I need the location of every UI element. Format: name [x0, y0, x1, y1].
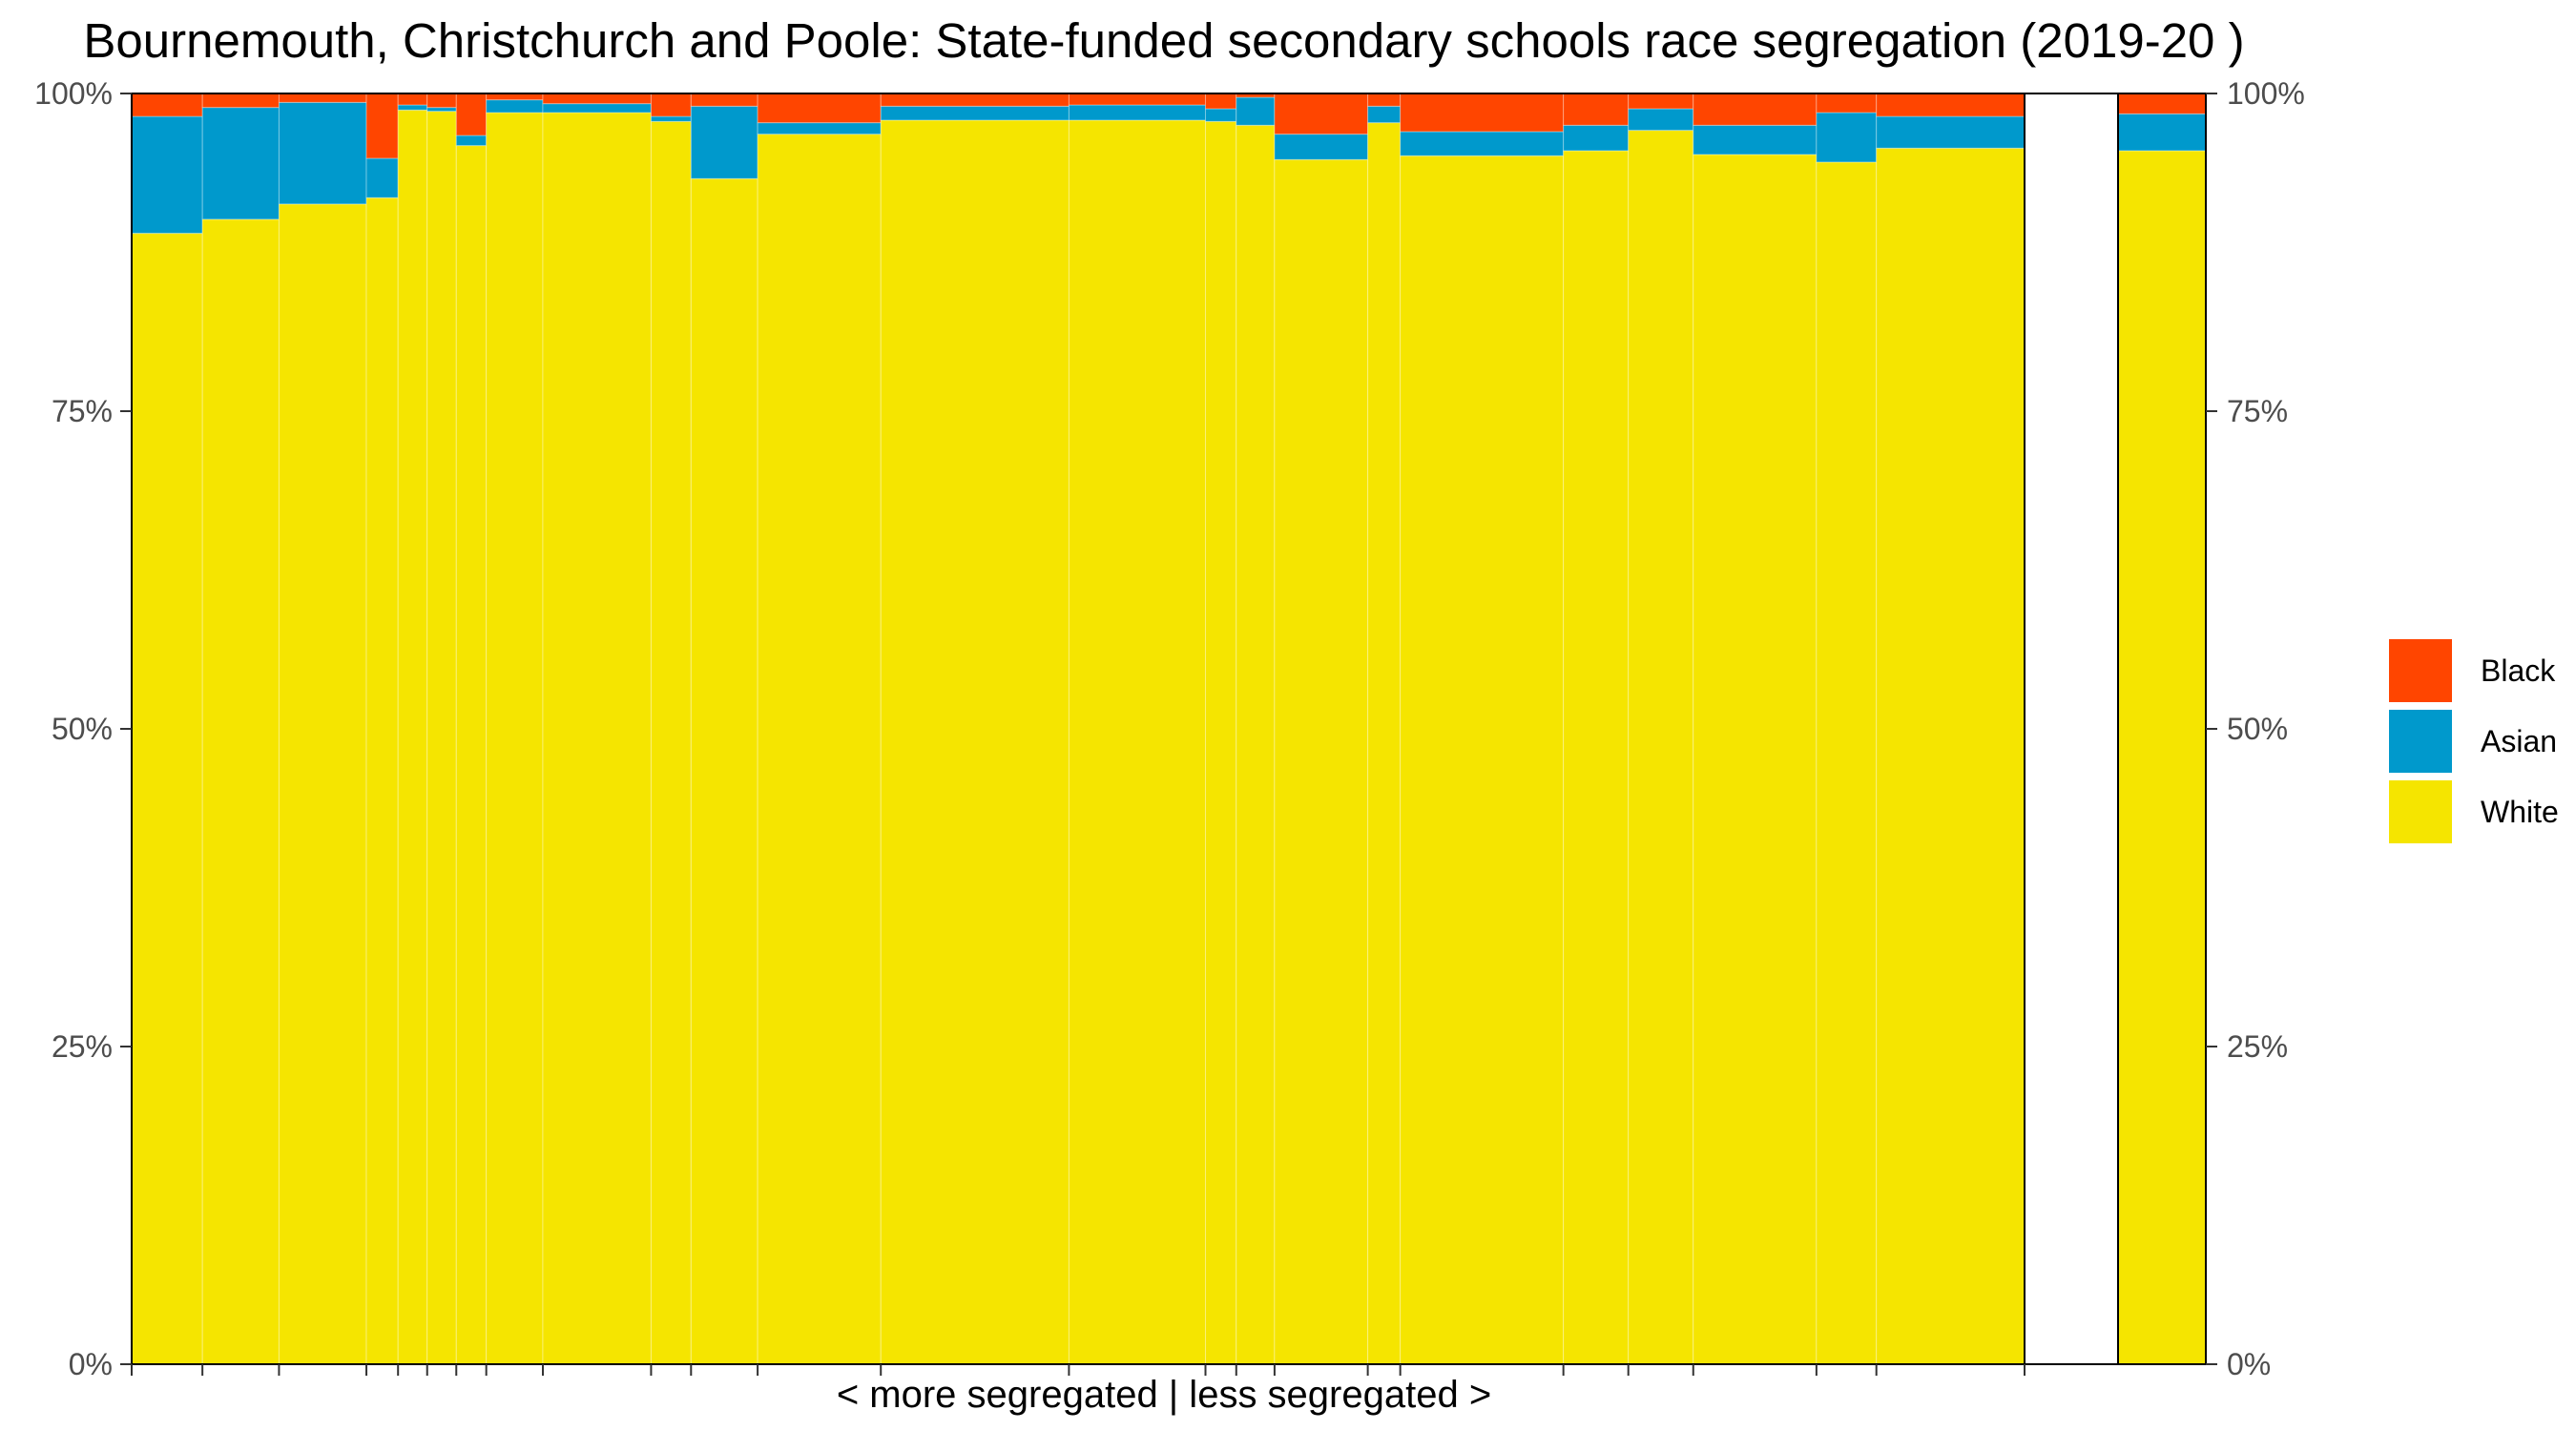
bar-segment-asian-6 — [426, 107, 457, 113]
bar-segment-white-8 — [486, 112, 544, 1365]
legend-key-black — [2389, 639, 2452, 702]
bar-segment-asian-5 — [397, 104, 428, 111]
bar-segment-white-5 — [397, 109, 428, 1365]
bar-segment-black-5 — [397, 93, 428, 106]
bar-segment-white-23 — [1816, 161, 1878, 1365]
bar-segment-black-17 — [1274, 93, 1369, 135]
bar-segment-white-22 — [1693, 154, 1818, 1365]
bar-segment-asian-15 — [1204, 108, 1237, 122]
bar-segment-asian-20 — [1563, 124, 1630, 152]
bar-segment-asian-18 — [1367, 105, 1402, 124]
bar-segment-black-7 — [455, 93, 488, 136]
axes-layer: 0% 0% 25% 25% 50% 50% 75% 75% 100% 100% — [34, 76, 2305, 1381]
bar-segment-black-13 — [880, 93, 1070, 107]
bar-segment-black-1 — [131, 93, 203, 117]
bar-segment-black-12 — [757, 93, 882, 124]
bar-segment-white-1 — [131, 233, 203, 1365]
bar-segment-white-12 — [757, 134, 882, 1365]
legend-label-black: Black — [2481, 653, 2556, 688]
y-tick-label-right-25: 25% — [2227, 1029, 2288, 1064]
bar-segment-white-6 — [426, 111, 457, 1365]
y-tick-label-left-100: 100% — [34, 76, 113, 111]
y-tick-label-left-0: 0% — [69, 1347, 113, 1381]
bar-segment-asian-24 — [1876, 115, 2025, 149]
x-axis-title: < more segregated | less segregated > — [837, 1374, 1491, 1416]
bar-segment-white-4 — [365, 197, 399, 1365]
legend-key-asian — [2389, 710, 2452, 773]
legend: Black Asian White — [2389, 639, 2559, 843]
bar-segment-asian-23 — [1816, 112, 1878, 163]
y-tick-label-right-75: 75% — [2227, 394, 2288, 428]
bar-segment-asian-22 — [1693, 124, 1818, 156]
bar-segment-black-10 — [650, 93, 692, 117]
bar-segment-asian-8 — [486, 99, 544, 114]
bar-segment-white-14 — [1068, 119, 1206, 1365]
bar-segment-black-21 — [1628, 93, 1694, 110]
bar-segment-asian-16 — [1236, 96, 1276, 126]
bar-segment-black-summary — [2117, 93, 2207, 114]
bar-segment-black-6 — [426, 93, 457, 109]
bar-segment-black-3 — [278, 93, 367, 103]
bar-segment-asian-2 — [201, 107, 280, 220]
bar-segment-white-2 — [201, 218, 280, 1365]
bar-segment-asian-19 — [1400, 131, 1565, 156]
bar-segment-black-24 — [1876, 93, 2025, 117]
bar-segment-asian-7 — [455, 135, 488, 147]
bar-segment-black-15 — [1204, 93, 1237, 110]
bar-segment-white-16 — [1236, 124, 1276, 1365]
bar-segment-black-11 — [690, 93, 758, 107]
bar-segment-black-19 — [1400, 93, 1565, 133]
bar-segment-asian-1 — [131, 115, 203, 235]
bar-segment-white-summary — [2117, 150, 2207, 1365]
bar-segment-asian-13 — [880, 105, 1070, 121]
bar-segment-white-17 — [1274, 158, 1369, 1365]
bar-segment-white-18 — [1367, 122, 1402, 1365]
bar-segment-white-20 — [1563, 150, 1630, 1365]
bar-segment-asian-11 — [690, 105, 758, 179]
legend-label-white: White — [2481, 795, 2559, 829]
bar-segment-asian-14 — [1068, 104, 1206, 121]
bar-segment-white-7 — [455, 145, 488, 1365]
legend-label-asian: Asian — [2481, 724, 2557, 758]
bar-segment-black-23 — [1816, 93, 1878, 114]
bar-segment-white-10 — [650, 120, 692, 1365]
chart-title: Bournemouth, Christchurch and Poole: Sta… — [83, 13, 2244, 68]
bar-segment-black-18 — [1367, 93, 1402, 107]
bar-segment-black-9 — [542, 93, 652, 105]
bar-segment-white-21 — [1628, 130, 1694, 1365]
bar-segment-asian-12 — [757, 122, 882, 135]
bar-segment-asian-summary — [2117, 113, 2207, 152]
bar-segment-asian-9 — [542, 103, 652, 114]
legend-key-white — [2389, 780, 2452, 843]
bar-segment-white-3 — [278, 203, 367, 1365]
bar-segment-asian-4 — [365, 157, 399, 198]
bar-segment-black-14 — [1068, 93, 1206, 106]
y-tick-label-left-75: 75% — [52, 394, 113, 428]
bar-segment-white-9 — [542, 112, 652, 1365]
bar-segment-white-15 — [1204, 120, 1237, 1365]
bar-segment-black-2 — [201, 93, 280, 109]
bar-segment-asian-3 — [278, 101, 367, 205]
bar-segment-white-13 — [880, 119, 1070, 1365]
y-tick-label-left-25: 25% — [52, 1029, 113, 1064]
bar-segment-black-20 — [1563, 93, 1630, 126]
bar-segment-asian-17 — [1274, 134, 1369, 160]
y-tick-label-right-50: 50% — [2227, 712, 2288, 746]
y-tick-label-right-100: 100% — [2227, 76, 2305, 111]
bar-segment-asian-21 — [1628, 108, 1694, 132]
y-tick-label-left-50: 50% — [52, 712, 113, 746]
bar-segment-white-19 — [1400, 155, 1565, 1365]
bar-segment-white-11 — [690, 177, 758, 1365]
bars-layer — [131, 93, 2207, 1365]
bar-segment-black-22 — [1693, 93, 1818, 126]
bar-segment-white-24 — [1876, 147, 2025, 1365]
y-tick-label-right-0: 0% — [2227, 1347, 2271, 1381]
bar-segment-black-4 — [365, 93, 399, 159]
bar-segment-asian-10 — [650, 115, 692, 122]
